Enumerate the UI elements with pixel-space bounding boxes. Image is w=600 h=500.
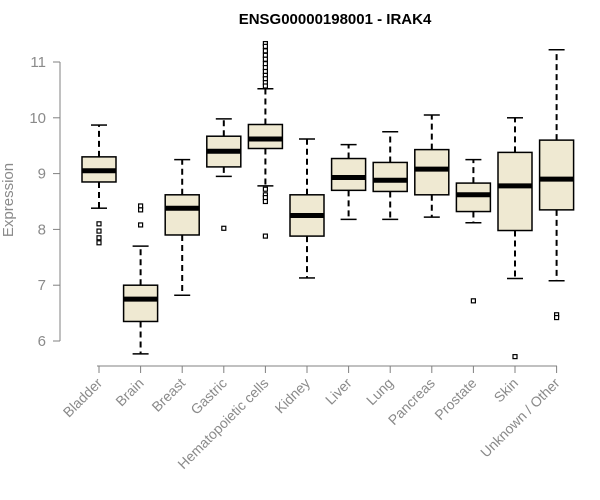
outlier-point [262,56,268,62]
y-tick-label-7: 7 [38,277,46,294]
outlier-point [221,225,227,231]
x-tick-label-skin: Skin [491,375,522,406]
outlier-point [96,228,102,234]
outlier-point [262,83,268,89]
box-group-breast [164,158,200,296]
box-iqr [247,123,284,150]
x-tick-label-bladder: Bladder [60,375,106,421]
y-tick-label-8: 8 [38,221,46,238]
box-iqr [414,148,450,196]
y-tick-label-9: 9 [38,166,46,183]
outlier-point [553,314,560,321]
x-tick-label-kidney: Kidney [272,375,314,417]
box-iqr [122,284,159,323]
outlier-point [262,198,268,205]
x-tick-label-liver: Liver [322,375,355,408]
x-tick-label-lung: Lung [363,375,396,408]
box-group-gastric [206,118,242,231]
x-tick-label-prostate: Prostate [431,375,479,423]
box-group-bladder [81,124,117,246]
x-tick-label-unknown-other: Unknown / Other [477,375,563,461]
outlier-point [512,354,518,360]
box-iqr [497,151,533,232]
box-iqr [330,157,367,192]
outlier-point [96,221,102,227]
y-tick-label-11: 11 [30,54,46,71]
chart-title: ENSG00000198001 - IRAK4 [239,11,432,28]
boxes [81,40,575,360]
x-tick-label-breast: Breast [148,375,188,415]
box-group-skin [497,117,533,360]
outlier-point [262,233,268,239]
y-tick-label-10: 10 [29,110,46,127]
outlier-point [96,235,102,241]
outlier-point [262,186,268,192]
y-axis-label: Expression [0,163,17,237]
outlier-point [96,240,102,246]
box-group-prostate [455,158,492,304]
y-ticks: 6 7 8 9 10 11 [29,54,60,350]
outlier-point [138,222,144,228]
x-tick-label-brain: Brain [112,375,146,409]
box-group-pancreas [414,114,450,218]
box-iqr [455,182,492,213]
outlier-point [470,298,476,304]
box-iqr [372,161,408,193]
y-tick-label-6: 6 [38,333,46,350]
box-group-kidney [289,138,325,279]
outlier-point [262,48,268,54]
box-group-lung [372,131,408,221]
box-iqr [538,139,575,211]
box-group-brain [122,203,159,355]
outlier-point [262,43,268,49]
outlier-point [138,207,144,213]
box-group-hematopoietic-cells [247,40,284,239]
box-iqr [164,194,200,236]
box-group-unknown-other [538,48,575,321]
box-group-liver [330,143,367,221]
